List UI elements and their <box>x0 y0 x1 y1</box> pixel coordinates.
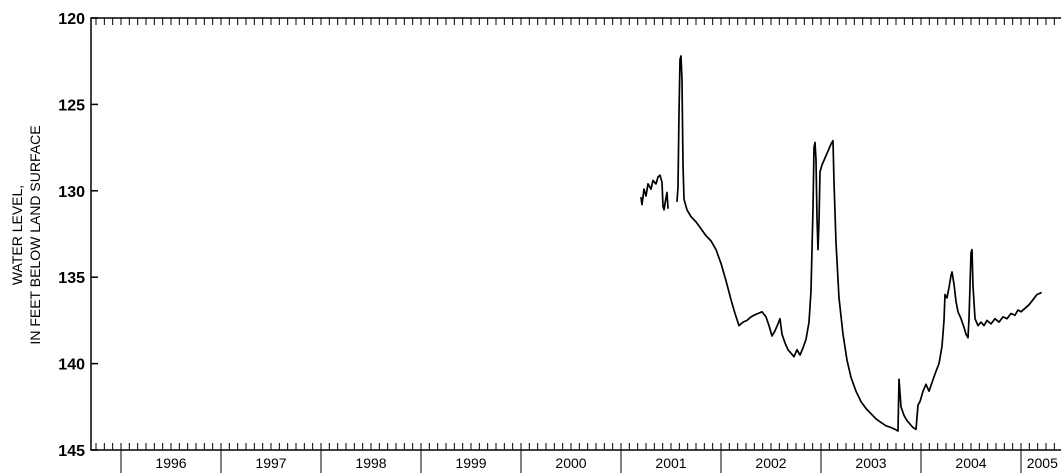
x-year-label: 2001 <box>655 455 686 471</box>
y-tick-label: 120 <box>58 11 85 28</box>
axis-tick-labels: 120 125 130 135 140 145 <box>58 11 85 460</box>
x-year-label: 2004 <box>955 455 986 471</box>
water-level-series-line <box>640 174 669 211</box>
x-year-label: 2005 <box>1027 455 1058 471</box>
x-year-label: 1999 <box>455 455 486 471</box>
y-tick-label: 135 <box>58 270 85 287</box>
water-level-series-line <box>676 55 1042 432</box>
x-year-label: 2003 <box>855 455 886 471</box>
y-axis-label: WATER LEVEL, IN FEET BELOW LAND SURFACE <box>9 125 43 344</box>
x-year-label: 2002 <box>755 455 786 471</box>
y-axis-label-line-2: IN FEET BELOW LAND SURFACE <box>27 125 43 344</box>
series-layer <box>640 55 1042 432</box>
axis-ticks <box>91 17 1055 451</box>
y-tick-label: 140 <box>58 357 85 374</box>
plot-frame <box>90 17 1061 451</box>
y-tick-label: 145 <box>58 443 85 460</box>
x-year-label: 1998 <box>355 455 386 471</box>
x-year-label: 2000 <box>555 455 586 471</box>
year-axis: 1996 1997 1998 1999 2000 2001 2002 2003 2004 2005 <box>120 450 1058 473</box>
y-tick-label: 125 <box>58 97 85 114</box>
x-year-label: 1996 <box>155 455 186 471</box>
y-axis-label-line-1: WATER LEVEL, <box>9 185 25 285</box>
y-tick-label: 130 <box>58 184 85 201</box>
x-year-label: 1997 <box>255 455 286 471</box>
